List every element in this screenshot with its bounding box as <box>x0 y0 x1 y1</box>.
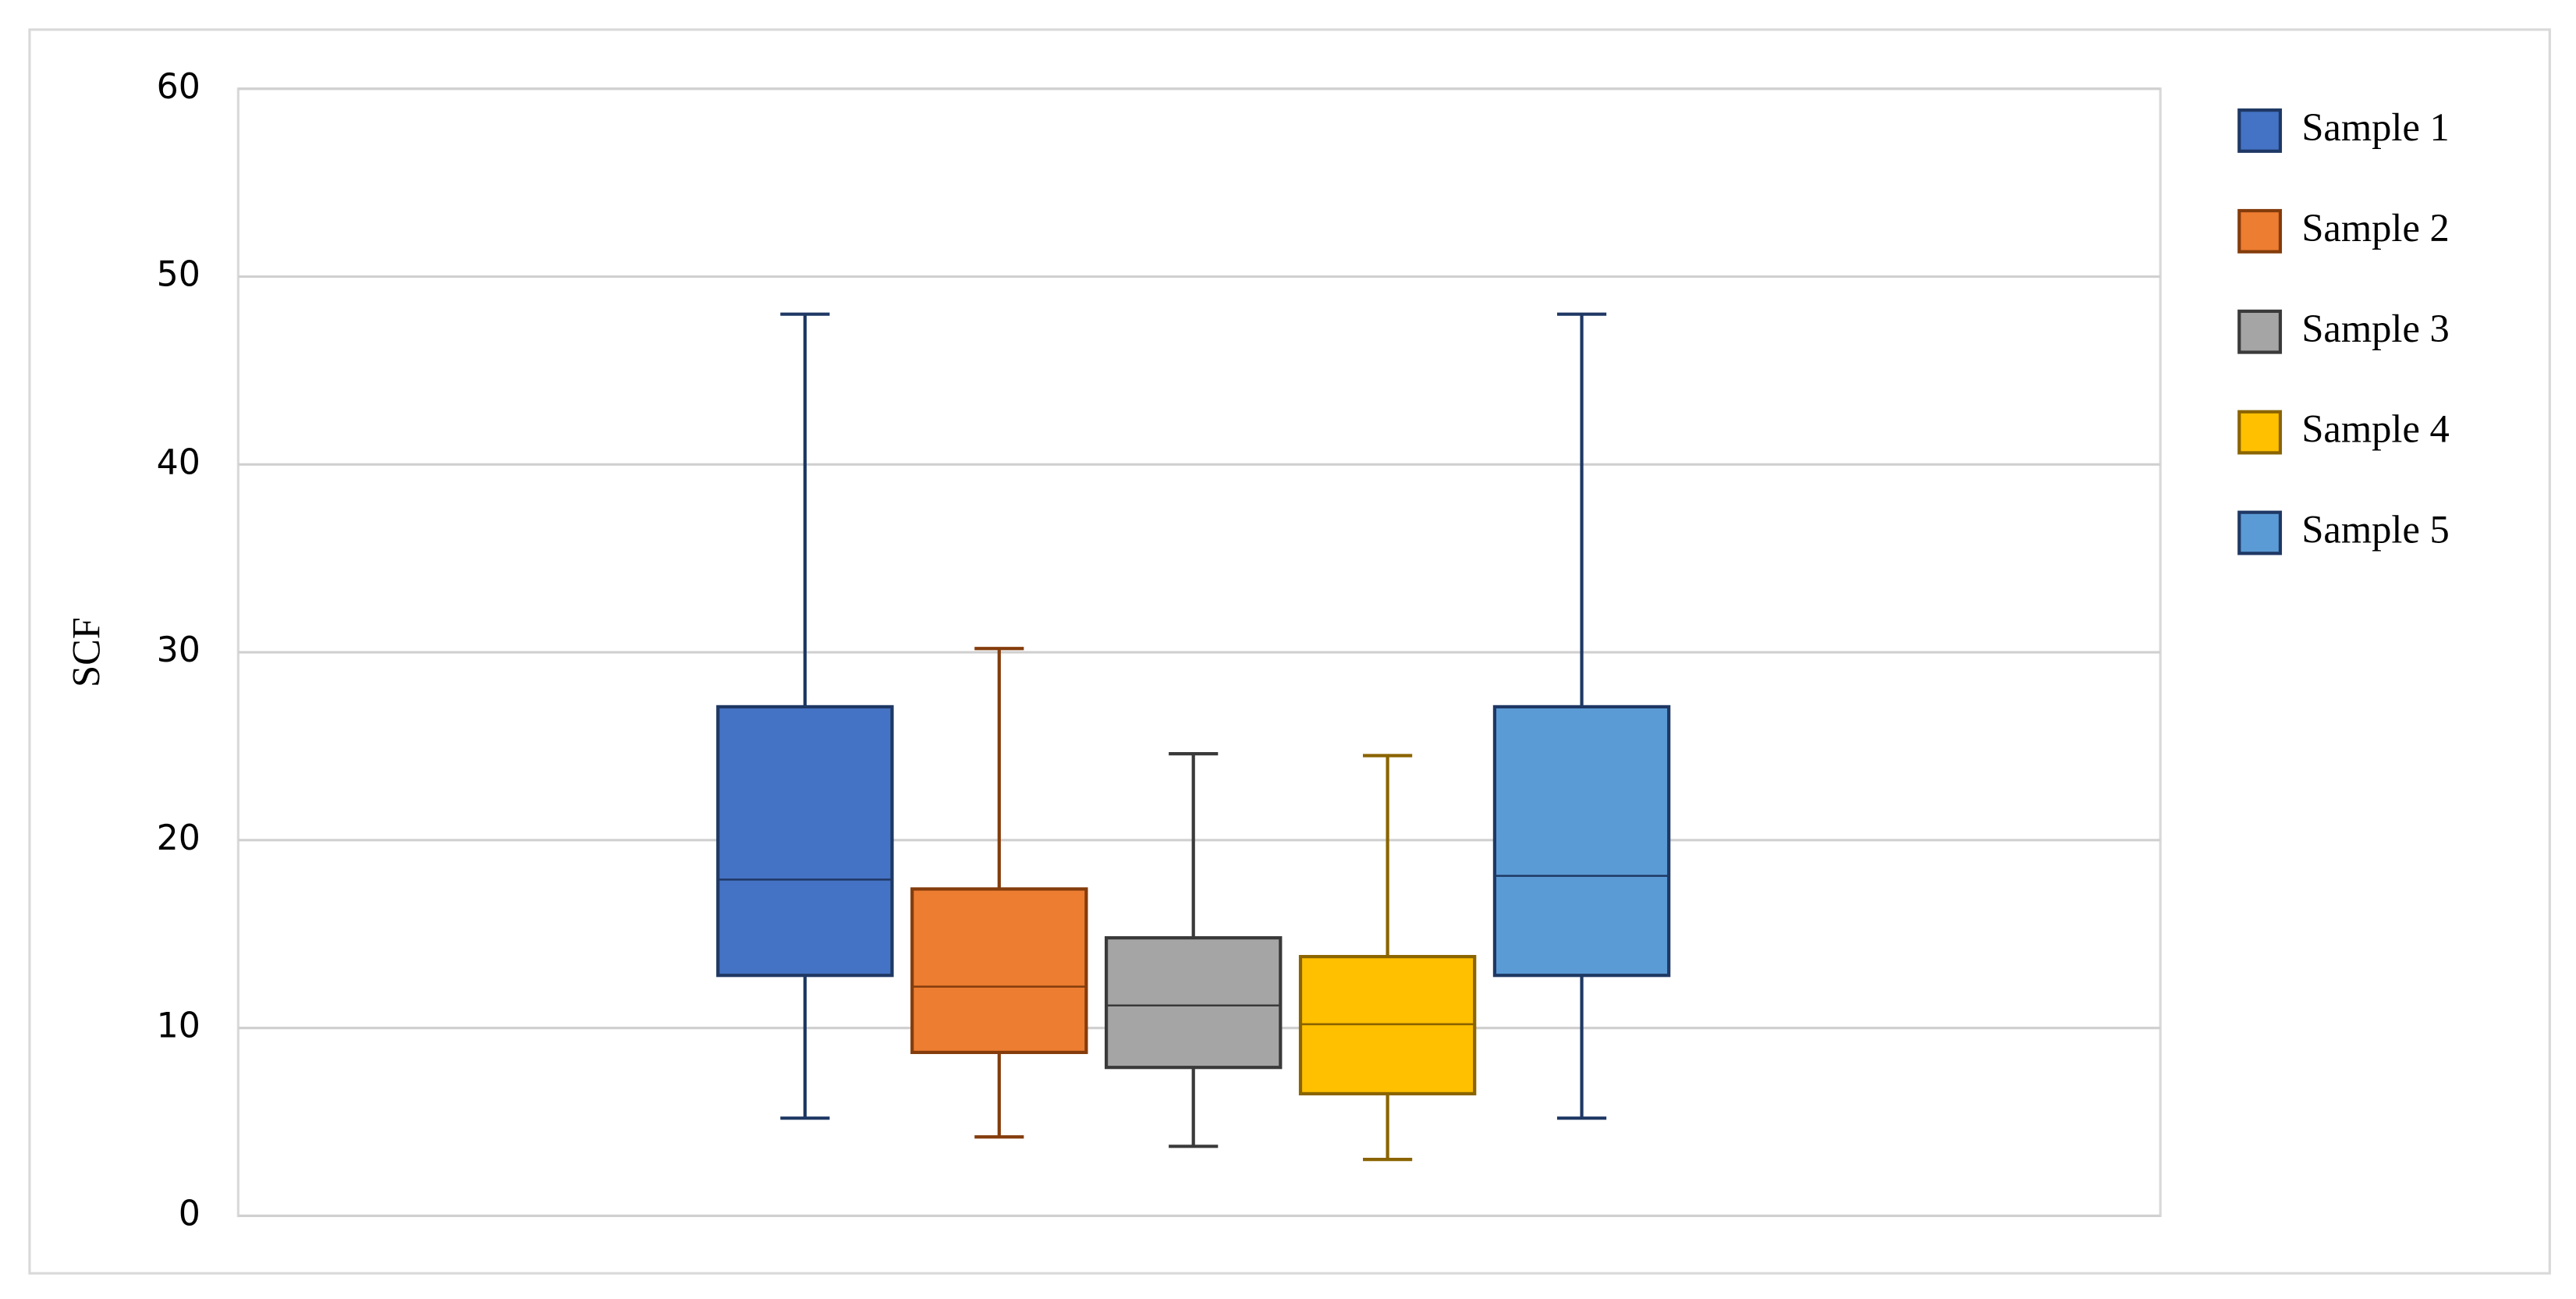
legend-label: Sample 1 <box>2301 105 2449 149</box>
legend-swatch <box>2237 309 2283 354</box>
y-axis-label: SCF <box>64 617 108 687</box>
y-tick-label: 60 <box>157 67 200 107</box>
y-tick-label: 10 <box>157 1006 200 1046</box>
y-tick-label: 0 <box>179 1194 200 1233</box>
legend-label: Sample 3 <box>2301 307 2449 350</box>
box <box>1104 935 1283 1070</box>
legend-swatch <box>2237 108 2283 153</box>
legend-label: Sample 5 <box>2301 508 2449 552</box>
y-tick-label: 30 <box>157 630 200 670</box>
y-tick-label: 40 <box>157 442 200 482</box>
legend-swatch <box>2237 510 2283 555</box>
box <box>716 705 894 978</box>
y-tick-label: 20 <box>157 818 200 858</box>
y-tick-label: 50 <box>157 255 200 295</box>
legend-label: Sample 2 <box>2301 206 2449 250</box>
box <box>910 887 1088 1055</box>
legend-swatch <box>2237 410 2283 455</box>
legend-swatch <box>2237 208 2283 254</box>
legend-label: Sample 4 <box>2301 407 2449 451</box>
box <box>1492 705 1671 978</box>
